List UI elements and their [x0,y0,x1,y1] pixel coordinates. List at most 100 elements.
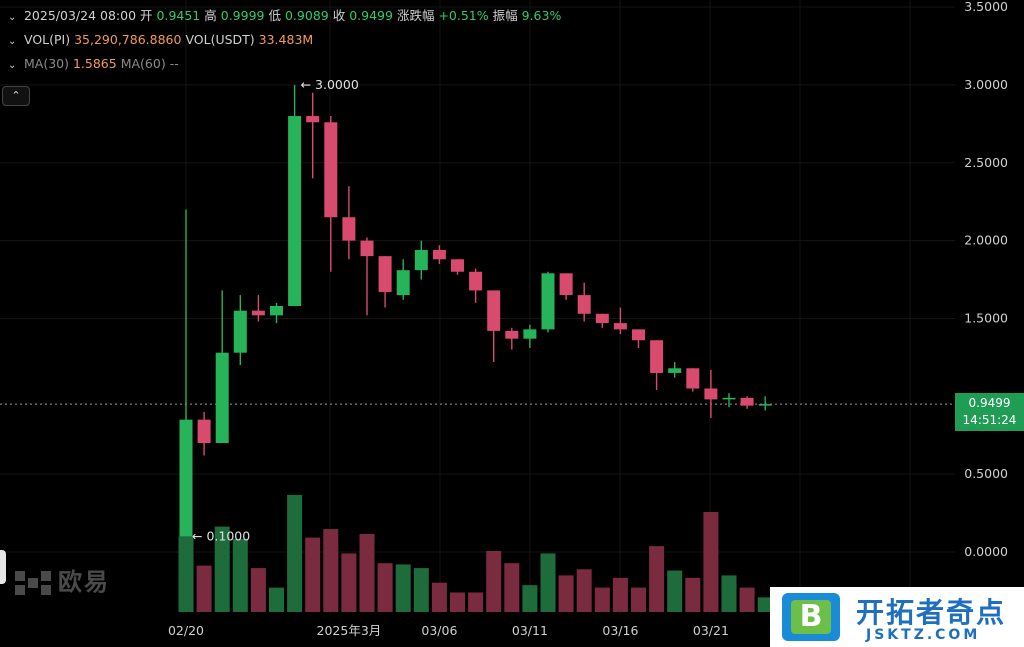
candle-body [360,240,374,257]
candle-body [324,122,338,218]
candle-body [396,270,410,296]
chevron-down-icon[interactable]: ⌄ [8,36,17,47]
open-label: 开 [140,8,153,23]
volume-bar [721,575,737,612]
chevron-down-icon[interactable]: ⌄ [8,12,17,23]
y-tick-label: 2.0000 [964,233,1008,248]
volume-bar [214,526,230,612]
candle-body [233,310,247,353]
y-tick-label: 3.5000 [964,0,1008,14]
chevron-down-icon[interactable]: ⌄ [8,60,17,71]
candle-body [541,273,555,330]
volume-bar [323,529,339,612]
close-label: 收 [332,8,346,23]
site-logo-letter: B [791,600,831,634]
current-price-value: 0.9499 [968,396,1011,410]
candle-body [595,313,609,324]
candle-body [632,329,645,341]
amplitude-label: 振幅 [492,8,518,23]
volume-bar [359,533,375,612]
y-tick-label: 2.5000 [964,155,1008,170]
candle-body [686,368,700,389]
change-label: 涨跌幅 [396,8,435,23]
x-tick-label: 03/16 [602,623,638,638]
volume-bar [178,536,194,612]
legend-row-ohlc: ⌄ 2025/03/24 08:00 开 0.9451 高 0.9999 低 0… [8,7,561,27]
volume-bar [703,511,719,612]
volume-bar [413,568,429,612]
volume-bar [250,568,266,612]
site-badge: B 开拓者奇点 JSKTZ.COM [770,587,1024,647]
candle-body [650,340,664,373]
volume-bar [685,577,701,612]
candle-body [414,249,428,271]
watermark-text: 欧易 [58,568,110,596]
volume-bar [486,551,502,612]
countdown-timer: 14:51:24 [962,413,1017,427]
candle-body [197,419,211,444]
candle-body [740,397,754,406]
volume-bar [305,537,321,612]
candle-body [451,259,464,272]
volume-bar [232,538,248,612]
low-label: 低 [268,8,281,23]
volume-bar [594,587,610,612]
legend-row-volume: ⌄ VOL(PI) 35,290,786.8860 VOL(USDT) 33.4… [8,31,313,51]
volume-bar [522,585,538,612]
candle-body [469,271,483,291]
site-url: JSKTZ.COM [866,627,981,643]
y-tick-label: 0.5000 [964,466,1008,481]
volume-bar [504,563,520,612]
volume-bar [269,587,284,612]
candle-body [215,352,229,444]
x-tick-label: 03/06 [421,623,457,638]
volume-bar [631,587,646,612]
candle-body [487,290,501,331]
candle-body [251,310,265,316]
candle-body [523,329,537,339]
amplitude-value: 9.63% [521,8,562,23]
high-label: 高 [204,8,217,23]
change-value: +0.51% [438,8,489,23]
volume-bar [649,546,665,612]
volume-bar [739,587,755,612]
volume-bar [450,592,465,612]
candle-body [668,368,682,373]
price-annotation: ← 0.1000 [192,528,250,543]
volume-bar [341,553,357,612]
high-value: 0.9999 [220,8,265,23]
candle-body [722,397,736,400]
candle-body [342,217,356,241]
current-price-tag: 0.9499 14:51:24 [955,393,1024,431]
ma30-value: 1.5865 [72,56,117,71]
volume-bar [468,592,484,612]
site-title: 开拓者奇点 [856,596,1007,629]
ma60-value: -- [169,56,179,71]
volume-bar [287,494,303,612]
volume-bar [612,577,628,612]
volume-bar [431,582,447,612]
x-tick-label: 02/20 [168,623,204,638]
okx-logo-icon [15,571,51,595]
y-tick-label: 3.0000 [964,77,1008,92]
vol-usdt-label: VOL(USDT) [185,32,255,47]
candle-body [613,323,627,330]
chevron-up-icon: ⌃ [11,89,21,102]
y-tick-label: 1.5000 [964,310,1008,325]
okx-watermark: 欧易 [14,562,110,597]
candle-body [704,388,718,400]
volume-bar [196,565,212,612]
side-panel-handle[interactable] [0,550,6,584]
volume-bar [667,570,683,612]
volume-bar [576,569,592,612]
vol-usdt-value: 33.483M [258,32,314,47]
collapse-legend-button[interactable]: ⌃ [2,86,30,106]
x-tick-label: 03/21 [693,623,729,638]
vol-pi-value: 35,290,786.8860 [74,32,182,47]
ma60-label: MA(60) [120,56,166,71]
candle-body [378,256,392,292]
candle-body [559,273,573,296]
volume-bar [558,575,574,612]
ma30-label: MA(30) [23,56,69,71]
low-value: 0.9089 [284,8,329,23]
